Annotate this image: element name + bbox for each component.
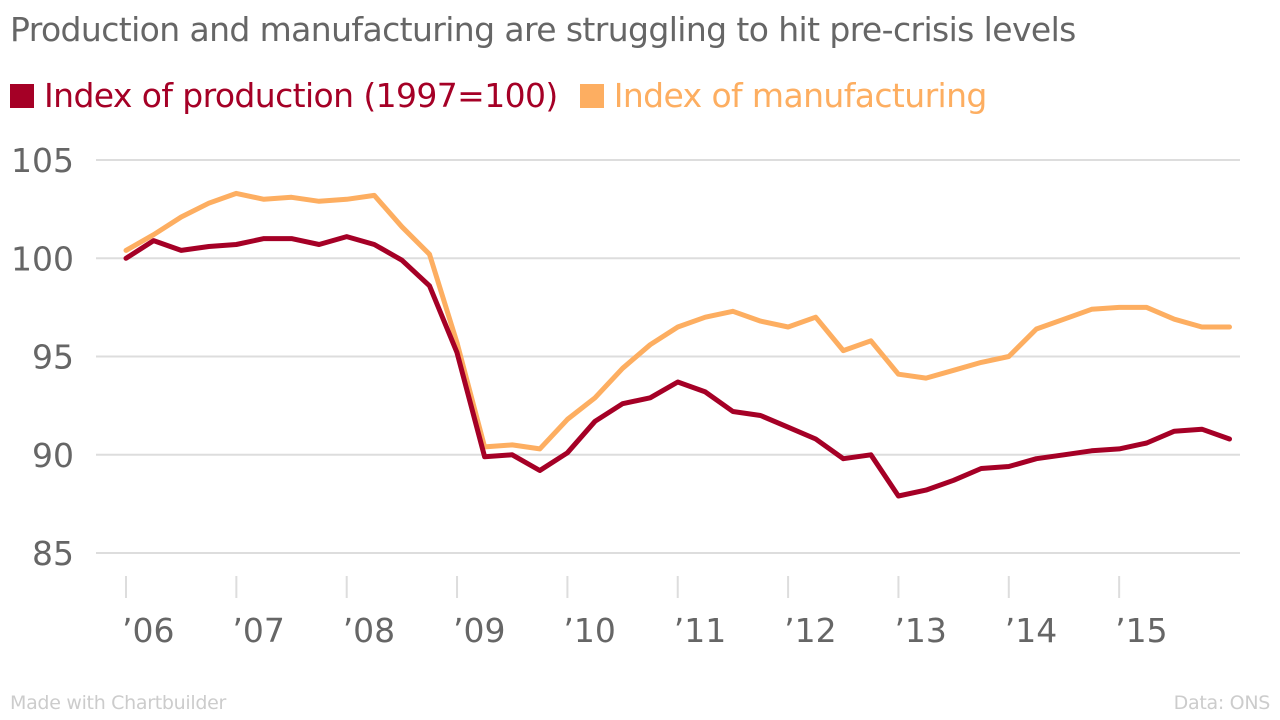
x-tick-label: ’12	[784, 611, 836, 650]
y-tick-label: 100	[11, 239, 74, 278]
y-tick-label: 105	[11, 141, 74, 180]
series-line-manufacturing	[123, 190, 1232, 452]
y-tick-label: 90	[32, 436, 74, 475]
x-tick-label: ’14	[1005, 611, 1057, 650]
x-tick-label: ’13	[894, 611, 946, 650]
legend-item-manufacturing: Index of manufacturing	[579, 76, 988, 115]
legend: Index of production (1997=100) Index of …	[10, 76, 1009, 115]
legend-label-manufacturing: Index of manufacturing	[613, 76, 988, 115]
x-tick-label: ’15	[1115, 611, 1167, 650]
x-tick-label: ’08	[343, 611, 395, 650]
x-tick-label: ’11	[674, 611, 726, 650]
chart-title: Production and manufacturing are struggl…	[10, 10, 1076, 49]
series-line-production	[123, 234, 1232, 499]
x-tick-label: ’06	[122, 611, 174, 650]
y-tick-label: 85	[32, 534, 74, 573]
x-tick-label: ’10	[563, 611, 615, 650]
legend-swatch-production	[10, 83, 34, 108]
legend-swatch-manufacturing	[579, 83, 604, 108]
x-axis: ’06 ’07 ’08 ’09 ’10 ’11 ’12 ’13 ’14 ’15	[122, 576, 1168, 650]
x-tick-label: ’07	[232, 611, 284, 650]
footer-source: Data: ONS	[1173, 692, 1271, 714]
series-lines	[123, 190, 1232, 499]
legend-item-production: Index of production (1997=100)	[10, 76, 558, 115]
footer-credit: Made with Chartbuilder	[10, 692, 227, 714]
y-axis: 105 100 95 90 85	[11, 141, 74, 573]
y-tick-label: 95	[32, 338, 74, 377]
legend-label-production: Index of production (1997=100)	[44, 76, 558, 115]
x-tick-label: ’09	[453, 611, 505, 650]
gridlines	[96, 159, 1240, 554]
